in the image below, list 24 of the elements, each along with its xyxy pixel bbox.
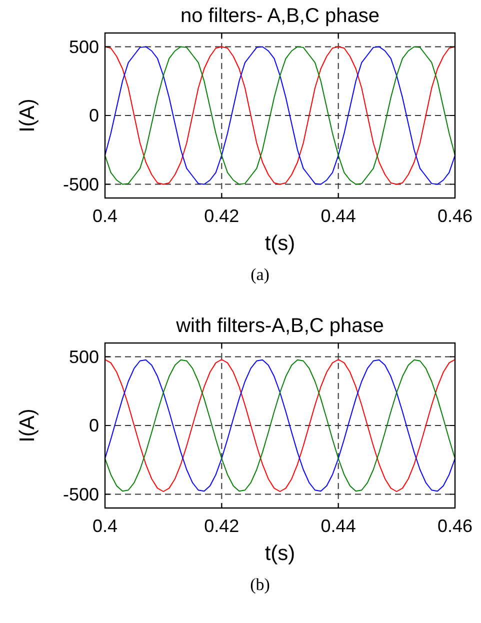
x-tick-label: 0.42 [204,516,240,536]
x-tick-label: 0.4 [92,206,118,226]
y-tick-label: 0 [88,106,99,126]
x-tick-label: 0.44 [320,206,356,226]
line-series [105,46,455,185]
x-axis-title: t(s) [264,232,296,255]
x-tick-label: 0.46 [437,516,473,536]
y-tick-label: -500 [62,174,99,194]
line-series [105,359,455,492]
y-tick-label: -500 [62,484,99,504]
y-tick-label: 500 [68,36,99,57]
x-tick-label: 0.4 [92,516,118,536]
chart-title: with filters-A,B,C phase [175,315,384,337]
y-tick-label: 500 [68,346,99,367]
x-tick-label: 0.44 [320,516,356,536]
x-axis-title: t(s) [264,542,296,565]
x-tick-label: 0.46 [437,206,473,226]
y-axis-title: I(A) [16,98,39,132]
y-tick-label: 0 [88,416,99,436]
y-axis-title: I(A) [16,408,39,442]
chart-title: no filters- A,B,C phase [180,5,380,27]
x-tick-label: 0.42 [204,206,240,226]
text: (b) [250,575,270,594]
text: (a) [250,265,270,284]
